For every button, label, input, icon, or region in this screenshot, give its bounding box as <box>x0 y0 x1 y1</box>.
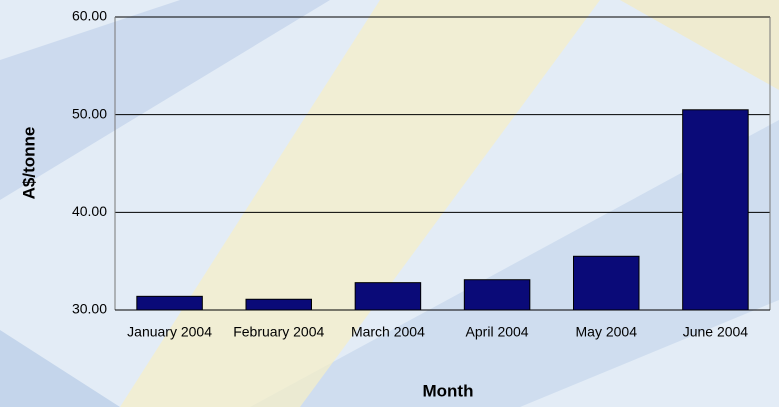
y-tick-label: 40.00 <box>72 203 107 219</box>
bar <box>463 279 531 311</box>
y-tick-label: 30.00 <box>72 301 107 317</box>
bar <box>354 282 422 311</box>
x-tick-label: February 2004 <box>233 324 324 340</box>
x-tick-label: April 2004 <box>466 324 529 340</box>
x-axis-title: Month <box>423 381 474 400</box>
bar <box>573 255 640 311</box>
x-tick-label: January 2004 <box>127 324 212 340</box>
x-tick-label: May 2004 <box>576 324 638 340</box>
bar <box>136 295 203 311</box>
y-tick-label: 60.00 <box>72 8 107 24</box>
bar <box>682 109 749 311</box>
bar <box>245 298 312 311</box>
x-tick-label: June 2004 <box>683 324 749 340</box>
x-tick-label: March 2004 <box>351 324 425 340</box>
y-axis-title: A$/tonne <box>19 127 38 200</box>
y-tick-label: 50.00 <box>72 105 107 121</box>
